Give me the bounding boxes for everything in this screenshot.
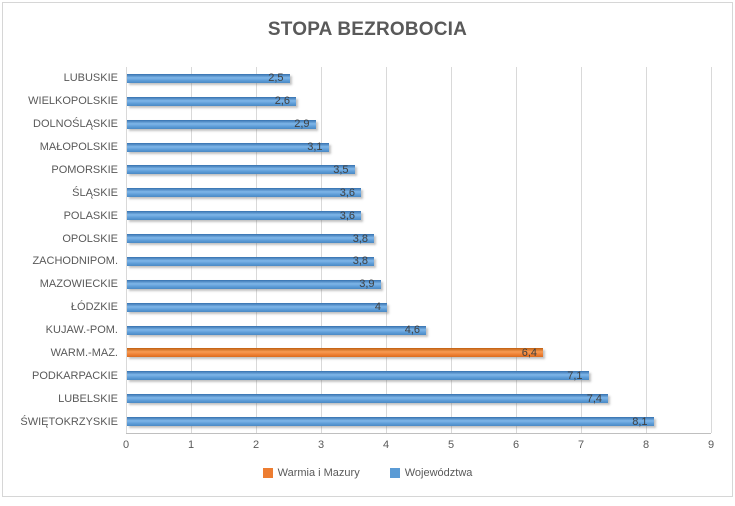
value-label: 3,8: [352, 255, 368, 268]
legend-item[interactable]: Warmia i Mazury: [262, 467, 360, 479]
chart-title: STOPA BEZROBOCIA: [267, 19, 468, 40]
value-label: 7,4: [586, 392, 602, 405]
category-label: ZACHODNIPOM.: [32, 255, 118, 268]
value-label: 2,5: [268, 72, 284, 85]
legend-item[interactable]: Województwa: [389, 467, 473, 479]
category-label: WIELKOPOLSKIE: [28, 95, 118, 108]
value-label: 2,6: [274, 95, 290, 108]
bar[interactable]: [127, 165, 355, 175]
value-label: 3,5: [333, 163, 349, 176]
category-label: MAZOWIECKIE: [39, 278, 118, 291]
gridline: [386, 67, 387, 433]
x-tick-label: 7: [577, 439, 585, 451]
category-label: ŚWIĘTOKRZYSKIE: [20, 415, 118, 428]
gridline: [451, 67, 452, 433]
x-tick-label: 2: [252, 439, 260, 451]
bar[interactable]: [127, 371, 589, 381]
bar[interactable]: [127, 119, 316, 129]
x-tick-label: 3: [317, 439, 325, 451]
bar[interactable]: [127, 417, 654, 427]
category-label: WARM.-MAZ.: [50, 346, 118, 359]
legend: Warmia i Mazury Województwa: [3, 467, 732, 479]
bar-highlight[interactable]: [127, 348, 543, 358]
category-label: KUJAW.-POM.: [45, 324, 118, 337]
category-label: POMORSKIE: [51, 163, 118, 176]
category-label: DOLNOŚLĄSKIE: [33, 118, 118, 131]
category-label: LUBELSKIE: [58, 392, 118, 405]
gridline: [711, 67, 712, 433]
plot-area: 0 1 2 3 4 5 6 7 8 9 LUBUSKIE 2,5 WIELKOPOLSKIE 2,6 DOL…: [3, 3, 735, 506]
bar[interactable]: [127, 279, 381, 289]
bar[interactable]: [127, 142, 329, 152]
category-label: MAŁOPOLSKIE: [39, 141, 118, 154]
category-label: LUBUSKIE: [63, 72, 118, 85]
value-label: 4,6: [404, 324, 420, 337]
bar[interactable]: [127, 256, 374, 266]
x-tick-label: 5: [447, 439, 455, 451]
value-label: 2,9: [294, 118, 310, 131]
category-label: ŚLĄSKIE: [72, 186, 118, 199]
gridline: [646, 67, 647, 433]
value-label: 3,6: [339, 186, 355, 199]
value-label: 8,1: [632, 415, 648, 428]
bar[interactable]: [127, 211, 361, 221]
gridline: [126, 67, 127, 433]
value-label: 3,1: [307, 141, 323, 154]
x-axis-line: [126, 433, 711, 434]
value-label: 6,4: [521, 346, 537, 359]
category-label: POLASKIE: [63, 209, 118, 222]
x-tick-label: 1: [187, 439, 195, 451]
gridline: [321, 67, 322, 433]
value-label: 7,1: [567, 369, 583, 382]
bar[interactable]: [127, 188, 361, 198]
x-tick-label: 0: [122, 439, 130, 451]
category-label: ŁÓDZKIE: [70, 301, 118, 314]
x-tick-label: 8: [642, 439, 650, 451]
gridline: [581, 67, 582, 433]
legend-swatch: [262, 468, 273, 478]
gridline: [191, 67, 192, 433]
value-label: 3,9: [359, 278, 375, 291]
bar[interactable]: [127, 234, 374, 244]
category-label: PODKARPACKIE: [32, 369, 118, 382]
bar[interactable]: [127, 73, 290, 83]
chart-frame: STOPA BEZROBOCIA 0 1 2 3 4 5 6 7 8 9 LUBUSKIE 2,5 WI…: [2, 2, 733, 497]
x-tick-label: 6: [512, 439, 520, 451]
value-label: 3,6: [339, 209, 355, 222]
gridline: [516, 67, 517, 433]
value-label: 4: [374, 301, 381, 314]
bar[interactable]: [127, 325, 426, 335]
legend-swatch: [389, 468, 400, 478]
x-tick-label: 4: [382, 439, 390, 451]
gridline: [256, 67, 257, 433]
legend-label: Warmia i Mazury: [277, 467, 360, 479]
category-label: OPOLSKIE: [62, 232, 118, 245]
value-label: 3,8: [352, 232, 368, 245]
bar[interactable]: [127, 394, 608, 404]
x-tick-label: 9: [707, 439, 715, 451]
bar[interactable]: [127, 302, 387, 312]
legend-label: Województwa: [404, 467, 473, 479]
bar[interactable]: [127, 96, 296, 106]
